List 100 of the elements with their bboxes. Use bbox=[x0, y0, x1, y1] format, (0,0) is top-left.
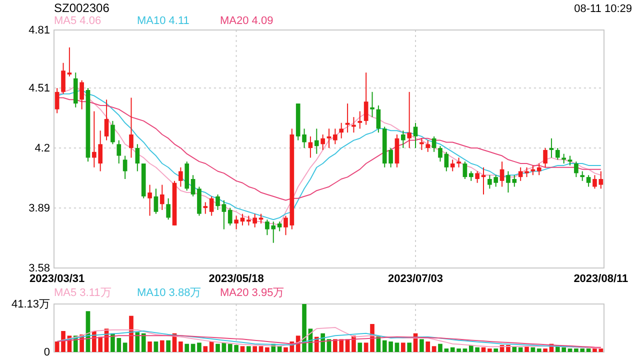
candlestick bbox=[549, 138, 554, 158]
candlestick bbox=[228, 208, 232, 226]
x-tick-label: 2023/05/18 bbox=[208, 272, 264, 285]
bar bbox=[129, 316, 134, 352]
candlestick bbox=[432, 136, 436, 152]
candlestick bbox=[543, 148, 548, 168]
candlestick bbox=[116, 140, 122, 164]
candlestick bbox=[135, 144, 140, 172]
line-series bbox=[56, 326, 602, 349]
bar bbox=[432, 346, 436, 352]
text: 08-11 10:29 bbox=[574, 3, 632, 15]
bar bbox=[265, 347, 270, 352]
candlestick bbox=[420, 138, 424, 150]
bar bbox=[190, 344, 196, 352]
line-series bbox=[56, 335, 602, 348]
bar bbox=[284, 347, 288, 352]
candlestick bbox=[444, 151, 449, 172]
bar bbox=[394, 342, 400, 352]
bar bbox=[358, 342, 362, 352]
bar bbox=[568, 348, 572, 352]
text: MA20 3.95万 bbox=[220, 287, 284, 299]
bar bbox=[178, 341, 183, 352]
candlestick bbox=[370, 91, 374, 118]
bar bbox=[488, 348, 492, 352]
candlestick bbox=[166, 198, 170, 220]
candlestick bbox=[209, 196, 214, 216]
candlestick bbox=[178, 166, 183, 188]
candlestick bbox=[129, 97, 134, 158]
candlestick bbox=[222, 200, 226, 230]
candlestick bbox=[530, 164, 536, 176]
text: MA5 4.06 bbox=[54, 15, 102, 27]
y-tick-label: 3.89 bbox=[28, 202, 50, 215]
text: MA10 4.11 bbox=[137, 15, 190, 27]
bar bbox=[364, 342, 368, 352]
bar bbox=[160, 340, 164, 352]
candlestick bbox=[400, 130, 406, 149]
candlestick bbox=[122, 155, 128, 180]
bar bbox=[302, 304, 306, 352]
candlestick bbox=[240, 213, 245, 226]
candlestick bbox=[450, 159, 455, 172]
candlestick bbox=[475, 170, 480, 184]
bar bbox=[166, 340, 170, 352]
candlestick bbox=[320, 134, 325, 150]
bar bbox=[543, 348, 548, 352]
candlestick bbox=[586, 174, 591, 188]
candlestick bbox=[80, 80, 84, 110]
bar bbox=[400, 342, 406, 352]
chart-title: SZ002306 bbox=[54, 1, 110, 15]
candlestick bbox=[500, 161, 504, 188]
candlestick bbox=[160, 184, 164, 210]
candlestick bbox=[438, 146, 442, 162]
candlestick bbox=[154, 188, 158, 214]
candlestick bbox=[339, 122, 344, 139]
bar bbox=[203, 346, 208, 352]
x-tick-label: 2023/08/11 bbox=[574, 272, 628, 285]
bar bbox=[586, 348, 591, 352]
candlestick bbox=[148, 184, 152, 216]
candlestick bbox=[104, 99, 109, 141]
bar bbox=[197, 342, 202, 352]
x-tick-label: 2023/03/31 bbox=[30, 272, 85, 285]
candlestick bbox=[358, 110, 362, 130]
candlestick bbox=[277, 221, 282, 232]
candlestick bbox=[568, 155, 572, 166]
text: MA10 3.88万 bbox=[137, 287, 202, 299]
candlestick bbox=[67, 46, 72, 77]
bar bbox=[184, 344, 190, 352]
candlestick bbox=[481, 166, 486, 195]
candlestick bbox=[574, 161, 578, 178]
y-tick-label: 4.51 bbox=[28, 82, 50, 95]
bar bbox=[216, 344, 220, 352]
candlestick bbox=[258, 213, 264, 224]
bar bbox=[444, 348, 449, 352]
candlestick bbox=[462, 161, 468, 180]
y-tick-label: 4.81 bbox=[28, 24, 50, 37]
candlestick bbox=[407, 91, 412, 149]
candlestick bbox=[110, 120, 115, 145]
y-tick-label: 3.58 bbox=[28, 262, 50, 275]
candlestick bbox=[562, 153, 566, 164]
bar bbox=[141, 333, 146, 352]
candlestick bbox=[314, 128, 319, 154]
bar bbox=[258, 346, 264, 352]
y-tick-label: 4.2 bbox=[34, 142, 50, 155]
candlestick bbox=[580, 170, 585, 182]
candlestick bbox=[308, 136, 313, 158]
x-tick-label: 2023/07/03 bbox=[388, 272, 444, 285]
bar bbox=[240, 346, 245, 352]
candlestick bbox=[536, 163, 542, 176]
bar bbox=[407, 342, 412, 352]
candlestick bbox=[364, 72, 368, 126]
bar bbox=[494, 348, 498, 352]
candlestick bbox=[203, 202, 208, 214]
bar bbox=[420, 339, 424, 352]
bar bbox=[148, 341, 152, 352]
candlestick bbox=[333, 128, 338, 145]
candlestick bbox=[555, 148, 560, 160]
bar bbox=[438, 344, 442, 352]
bar bbox=[462, 348, 468, 352]
candlestick bbox=[284, 215, 288, 236]
candlestick bbox=[61, 62, 66, 94]
bar bbox=[246, 346, 251, 352]
